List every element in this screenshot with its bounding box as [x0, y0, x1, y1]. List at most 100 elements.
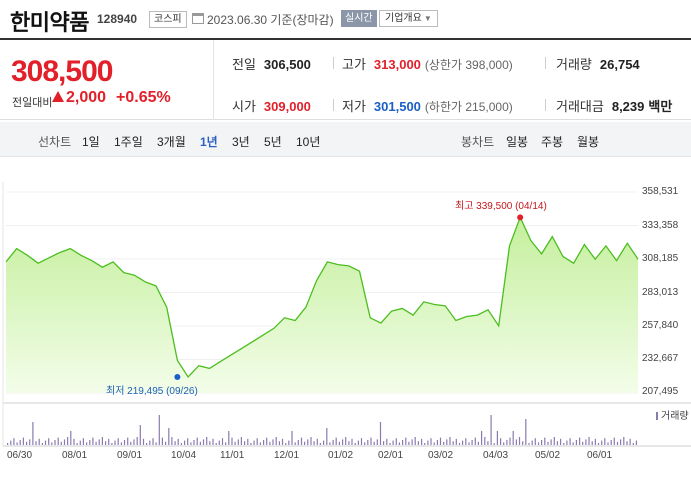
stat-label: 전일 [232, 57, 256, 72]
up-triangle-icon [52, 91, 64, 102]
volume-bar [240, 437, 242, 445]
volume-bar [518, 437, 521, 445]
volume-bar [544, 437, 546, 445]
volume-bar [35, 441, 37, 445]
tab-10y[interactable]: 10년 [296, 135, 321, 149]
tab-5y[interactable]: 5년 [264, 135, 282, 149]
volume-bar [515, 439, 517, 445]
volume-bar [288, 440, 290, 445]
volume-bar [79, 440, 81, 445]
volume-bar [67, 437, 69, 445]
volume-bar [57, 437, 59, 445]
volume-bar [51, 442, 53, 445]
candle-chart-label: 봉차트 [461, 135, 495, 149]
stat-label: 고가 [342, 57, 366, 72]
high-marker [517, 214, 524, 221]
volume-bar [218, 440, 220, 445]
volume-bar [458, 443, 461, 445]
volume-bar [111, 443, 113, 445]
volume-bar [212, 438, 214, 445]
volume-bar [534, 438, 536, 445]
stat-unit: 백만 [648, 99, 673, 114]
volume-bar [193, 440, 195, 445]
volume-bar [465, 438, 467, 445]
tab-1w[interactable]: 1주일 [114, 135, 143, 149]
volume-bar [149, 440, 151, 445]
tab-weekly[interactable]: 주봉 [541, 135, 564, 149]
price-area [6, 217, 638, 393]
stat-value: 313,000 [373, 57, 421, 72]
volume-bar [383, 441, 385, 445]
volume-bar [525, 419, 527, 445]
volume-bar [342, 439, 344, 445]
volume-bar [481, 431, 483, 445]
corp-info-label: 기업개요 [385, 13, 422, 24]
x-tick: 05/02 [535, 450, 561, 461]
corp-info-dropdown[interactable]: 기업개요 ▼ [379, 10, 438, 27]
volume-bar [82, 438, 84, 445]
volume-bar [319, 443, 321, 445]
volume-bar [579, 437, 581, 445]
upper-limit: (상한가 398,000) [424, 58, 513, 72]
volume-bar [16, 442, 18, 445]
chart-period-tabs: 선차트 1일 1주일 3개월 1년 3년 5년 10년 봉차트 일봉 주봉 월봉 [0, 122, 691, 157]
stat-label: 저가 [342, 99, 366, 114]
volume-bar [130, 441, 132, 445]
volume-bar [244, 441, 246, 445]
tab-3y[interactable]: 3년 [232, 135, 250, 149]
volume-bar [601, 440, 603, 445]
volume-bar [354, 443, 356, 445]
realtime-button[interactable]: 실시간 [341, 10, 377, 27]
volume-bar [278, 441, 280, 445]
x-tick: 08/01 [62, 450, 88, 461]
volume-bar [613, 437, 615, 445]
x-tick: 06/01 [587, 450, 613, 461]
volume-bar [531, 440, 533, 445]
volume-bar [177, 438, 179, 445]
volume-bar [206, 437, 208, 445]
volume-bar [496, 431, 498, 445]
volume-bar [537, 442, 540, 445]
price-chart-svg [2, 182, 691, 447]
volume-bar [408, 441, 410, 445]
stat-open: 시가 309,000 [232, 96, 311, 115]
volume-bar [471, 440, 473, 445]
volume-bar [411, 439, 413, 445]
volume-bar [493, 443, 495, 445]
volume-bar [190, 442, 192, 445]
volume-bar [199, 441, 201, 445]
volume-bar [455, 438, 457, 445]
volume-bar [250, 443, 252, 445]
reference-date: 2023.06.30 기준(장마감) [207, 13, 334, 27]
volume-bar [446, 439, 448, 445]
volume-bar [38, 438, 40, 445]
stock-header: 한미약품 128940 코스피 2023.06.30 기준(장마감) 실시간 기… [0, 0, 691, 38]
stock-name: 한미약품 [10, 10, 89, 35]
volume-bar [582, 441, 584, 445]
volume-bar [174, 441, 176, 445]
volume-bar [351, 438, 353, 445]
volume-bar [389, 443, 391, 445]
volume-bar [221, 438, 224, 445]
volume-bar [228, 431, 230, 445]
tab-1d[interactable]: 1일 [82, 135, 100, 149]
volume-bar [101, 437, 103, 445]
volume-bar [7, 443, 9, 445]
volume-bar [316, 438, 318, 445]
calendar-icon [192, 13, 204, 24]
stat-label: 거래대금 [556, 99, 604, 114]
price-line [5, 215, 639, 379]
volume-bar [86, 442, 88, 445]
tab-3m[interactable]: 3개월 [157, 135, 186, 149]
price-chart[interactable]: 358,531 333,358 308,185 283,013 257,840 … [0, 160, 691, 477]
tab-1y[interactable]: 1년 [200, 135, 218, 149]
y-tick: 358,531 [642, 186, 679, 197]
tab-daily[interactable]: 일봉 [506, 135, 529, 149]
tab-monthly[interactable]: 월봉 [577, 135, 600, 149]
volume-bar [266, 437, 268, 445]
volume-bar [376, 439, 378, 445]
lower-limit: (하한가 215,000) [424, 100, 513, 114]
volume-bar [421, 438, 423, 445]
high-annotation: 최고 339,500 (04/14) [455, 201, 547, 212]
volume-bar [417, 441, 419, 445]
